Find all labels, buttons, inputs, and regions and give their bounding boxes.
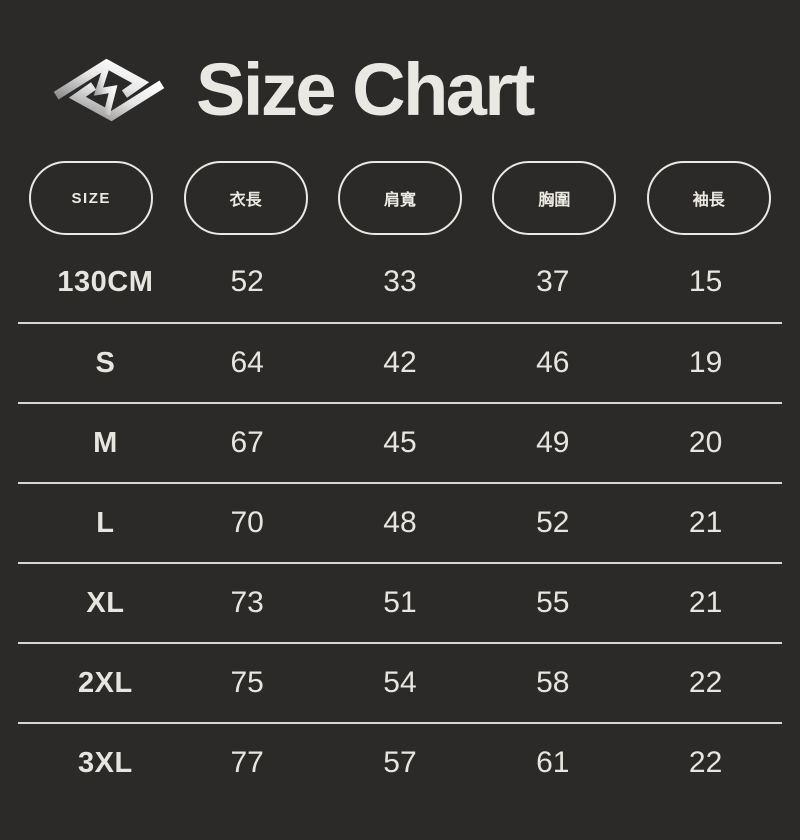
measurement-value: 21 — [688, 506, 723, 539]
measurement-value: 73 — [230, 586, 264, 619]
measurement-value: 75 — [230, 666, 264, 699]
table-row-m: M 67 45 49 20 — [18, 402, 782, 482]
size-label: 2XL — [78, 666, 133, 699]
measurement-value: 67 — [230, 426, 264, 459]
measurement-value: 58 — [536, 666, 570, 699]
measurement-value: 21 — [688, 586, 723, 619]
size-label: L — [96, 506, 115, 539]
measurement-value: 77 — [230, 746, 264, 779]
page-header: Size Chart — [48, 40, 800, 140]
header-cell-garment-length: 衣長 — [168, 161, 322, 235]
table-row-3xl: 3XL 77 57 61 22 — [18, 722, 782, 802]
measurement-value: 42 — [383, 346, 417, 379]
size-label: 130CM — [57, 265, 154, 298]
measurement-value: 61 — [536, 746, 570, 779]
measurement-value: 46 — [536, 346, 570, 379]
measurement-value: 33 — [383, 265, 417, 298]
size-label: S — [95, 346, 116, 379]
header-cell-sleeve-length: 袖長 — [632, 161, 786, 235]
measurement-value: 48 — [383, 506, 417, 539]
header-cell-shoulder-width: 肩寬 — [323, 161, 477, 235]
header-pill-shoulder-width: 肩寬 — [337, 161, 462, 235]
measurement-value: 57 — [383, 746, 417, 779]
measurement-value: 51 — [383, 586, 417, 619]
measurement-value: 45 — [383, 426, 417, 459]
table-row-xl: XL 73 51 55 21 — [18, 562, 782, 642]
measurement-value: 22 — [688, 746, 723, 779]
diamond-monogram-logo-icon — [53, 58, 165, 122]
header-cell-chest: 胸圍 — [477, 161, 631, 235]
header-pill-sleeve-length: 袖長 — [646, 161, 771, 235]
table-row-2xl: 2XL 75 54 58 22 — [18, 642, 782, 722]
table-row-l: L 70 48 52 21 — [18, 482, 782, 562]
size-label: XL — [86, 586, 125, 619]
measurement-value: 64 — [230, 346, 264, 379]
measurement-value: 55 — [536, 586, 570, 619]
header-cell-size: SIZE — [14, 161, 168, 235]
header-pill-size: SIZE — [29, 161, 154, 235]
measurement-value: 49 — [536, 426, 570, 459]
header-pill-garment-length: 衣長 — [183, 161, 308, 235]
measurement-value: 19 — [688, 346, 723, 379]
table-row-130cm: 130CM 52 33 37 15 — [18, 242, 782, 322]
size-label: 3XL — [78, 746, 133, 779]
measurement-value: 20 — [688, 426, 723, 459]
table-header-row: SIZE 衣長 肩寬 胸圍 袖長 — [14, 160, 786, 236]
measurement-value: 22 — [688, 666, 723, 699]
table-body: 130CM 52 33 37 15 S 64 42 46 19 M 67 45 … — [18, 242, 782, 802]
table-row-s: S 64 42 46 19 — [18, 322, 782, 402]
measurement-value: 54 — [383, 666, 417, 699]
measurement-value: 37 — [536, 265, 570, 298]
header-pill-chest: 胸圍 — [492, 161, 617, 235]
size-chart-page: Size Chart SIZE 衣長 肩寬 胸圍 袖長 130CM 52 — [0, 40, 800, 840]
size-table: SIZE 衣長 肩寬 胸圍 袖長 130CM 52 33 37 15 — [0, 160, 800, 802]
size-label: M — [93, 426, 118, 459]
page-title: Size Chart — [196, 48, 535, 131]
measurement-value: 52 — [230, 265, 264, 298]
measurement-value: 15 — [688, 265, 723, 298]
measurement-value: 52 — [536, 506, 570, 539]
measurement-value: 70 — [230, 506, 264, 539]
